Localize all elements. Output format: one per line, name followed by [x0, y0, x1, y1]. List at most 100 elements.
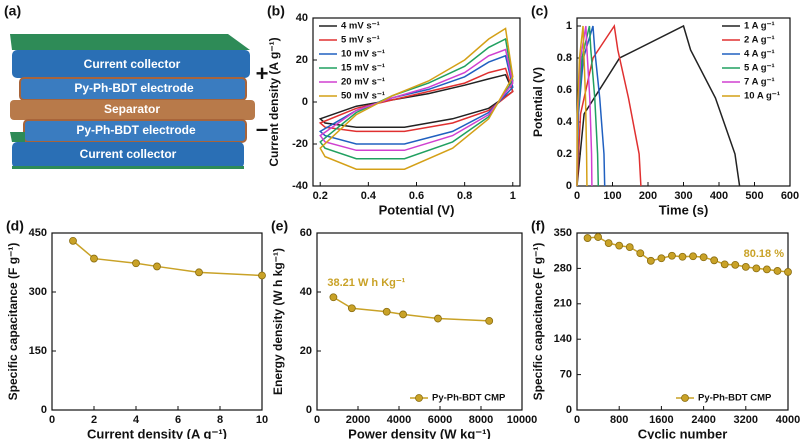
data-point: [69, 236, 77, 245]
data-point: [773, 267, 782, 275]
panel-label: (a): [4, 3, 21, 19]
data-point: [258, 271, 266, 280]
sign: –: [256, 116, 268, 141]
x-tick-label: 6000: [428, 414, 452, 426]
y-axis-label: Current density (A g⁻¹): [267, 37, 281, 166]
legend-label: 1 A g⁻¹: [744, 21, 775, 32]
x-tick-label: 600: [781, 190, 799, 202]
data-point: [657, 254, 666, 263]
x-tick-label: 2: [91, 414, 97, 426]
x-tick-label: 2000: [346, 414, 370, 426]
y-tick-label: 0: [302, 96, 308, 108]
y-axis-label: Energy density (W h kg⁻¹): [271, 248, 285, 395]
collector: [12, 142, 244, 168]
x-tick-label: 200: [639, 190, 657, 202]
series-line: [333, 296, 490, 322]
plot-frame: [576, 232, 789, 411]
y-tick-label: 450: [29, 227, 47, 239]
plot-frame: [51, 232, 263, 411]
x-tick-label: 1600: [649, 414, 673, 426]
data-point: [646, 256, 655, 265]
data-point: [382, 307, 391, 316]
series-line: [319, 27, 514, 170]
collector: [12, 50, 250, 78]
legend-label: 5 mV s⁻¹: [341, 35, 380, 46]
x-tick-label: 0.8: [457, 190, 472, 202]
panel-label: (f): [531, 218, 545, 234]
plot-frame: [316, 232, 523, 411]
collector-edge: [12, 166, 244, 169]
data-point: [583, 234, 592, 242]
annotation: 80.18 %: [744, 248, 785, 260]
y-tick-label: 0: [306, 404, 312, 416]
plot-frame: [576, 17, 791, 187]
data-point: [604, 239, 613, 248]
series-line: [72, 240, 263, 277]
x-tick-label: 0.2: [313, 190, 328, 202]
data-point: [615, 241, 624, 250]
y-tick-label: 40: [300, 286, 312, 298]
x-tick-label: 8: [217, 414, 223, 426]
collector-top: [10, 34, 250, 50]
y-tick-label: 0.6: [557, 84, 572, 96]
x-tick-label: 10000: [507, 414, 538, 426]
data-point: [153, 262, 161, 271]
annotation: 38.21 W h Kg⁻¹: [327, 277, 405, 289]
series-line: [576, 25, 588, 187]
collector-top: [10, 132, 25, 142]
data-point: [594, 233, 602, 241]
data-point: [399, 310, 408, 319]
data-point: [741, 262, 750, 271]
layer-label: Separator: [104, 102, 160, 116]
data-point: [678, 252, 687, 261]
data-point: [636, 249, 645, 258]
y-tick-label: 210: [554, 298, 572, 310]
y-tick-label: 0: [566, 180, 572, 192]
y-tick-label: 0: [41, 404, 47, 416]
panel-label: (b): [267, 3, 285, 19]
legend-label: Py-Ph-BDT CMP: [698, 393, 772, 404]
legend-label: 20 mV s⁻¹: [341, 77, 385, 88]
series-line: [576, 23, 642, 187]
x-axis-label: Time (s): [659, 202, 709, 217]
legend-label: 50 mV s⁻¹: [341, 91, 385, 102]
legend-label: 2 A g⁻¹: [744, 35, 775, 46]
y-tick-label: -20: [292, 138, 308, 150]
data-point: [689, 252, 697, 261]
y-tick-label: 70: [560, 369, 572, 381]
y-tick-label: 140: [554, 333, 572, 345]
data-point: [699, 253, 708, 262]
series-line: [319, 48, 514, 152]
data-point: [710, 256, 719, 265]
x-tick-label: 2400: [691, 414, 715, 426]
layer-label: Current collector: [84, 57, 181, 71]
panel-label: (c): [531, 3, 548, 19]
data-point: [625, 243, 634, 252]
data-point: [720, 260, 729, 269]
x-tick-label: 0.4: [361, 190, 377, 202]
y-tick-label: 40: [296, 12, 308, 24]
x-tick-label: 800: [610, 414, 628, 426]
data-point: [731, 260, 740, 269]
y-tick-label: 0.8: [557, 52, 572, 64]
x-tick-label: 8000: [469, 414, 493, 426]
legend-label: 10 A g⁻¹: [744, 91, 780, 102]
sign: +: [256, 61, 269, 86]
series-line: [318, 67, 514, 133]
y-tick-label: 150: [29, 345, 47, 357]
x-tick-label: 1: [510, 190, 516, 202]
data-point: [668, 251, 676, 260]
legend-label: Py-Ph-BDT CMP: [432, 393, 506, 404]
y-tick-label: 1: [566, 20, 572, 32]
x-tick-label: 3200: [734, 414, 758, 426]
y-tick-label: 60: [300, 227, 312, 239]
layer-label: Py-Ph-BDT electrode: [76, 123, 196, 137]
y-tick-label: 300: [29, 286, 47, 298]
separator: [10, 100, 255, 120]
x-tick-label: 10: [256, 414, 268, 426]
panel-label: (d): [6, 218, 24, 234]
x-tick-label: 4: [133, 414, 140, 426]
y-tick-label: 20: [300, 345, 312, 357]
x-tick-label: 0.6: [409, 190, 424, 202]
legend-label: 4 mV s⁻¹: [341, 21, 380, 32]
